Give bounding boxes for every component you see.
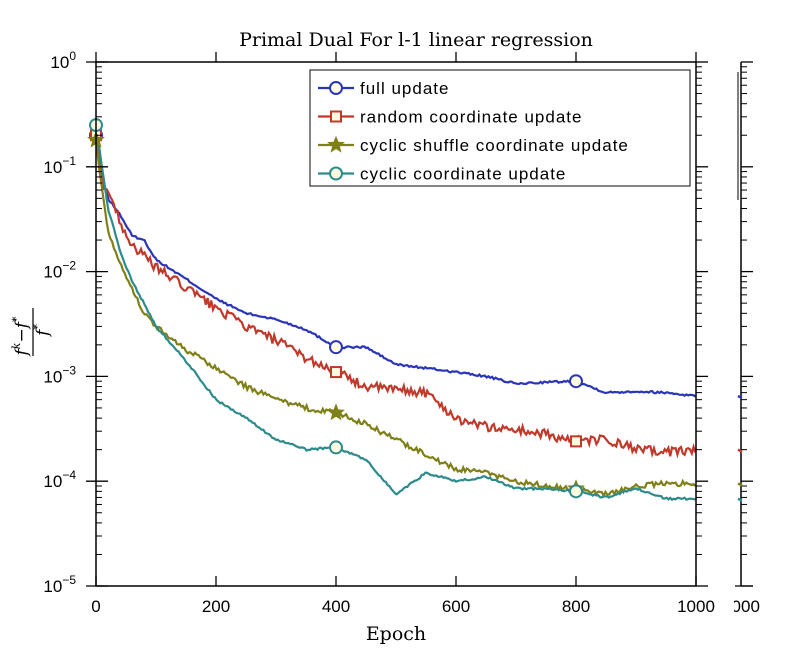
x-tick-label: 400	[322, 597, 350, 616]
panel2-series-fragment	[737, 448, 743, 453]
second-panel-fragment: 1000	[722, 61, 760, 616]
marker-circle	[329, 340, 343, 355]
panel2-series-fragment	[737, 497, 743, 502]
marker-circle	[329, 440, 343, 455]
legend-box	[309, 69, 691, 187]
x-tick-label: 0	[91, 597, 100, 616]
y-axis-label: fk−f* f*	[10, 308, 53, 358]
marker-circle	[329, 81, 343, 95]
marker-circle	[569, 374, 583, 389]
svg-text:f*: f*	[31, 324, 53, 338]
x-tick-label: 600	[442, 597, 470, 616]
panel2-series-fragment	[737, 482, 743, 487]
series-line-3	[96, 140, 696, 499]
series-lines	[87, 118, 696, 502]
x-axis-label: Epoch	[366, 623, 426, 645]
y-tick-label: 100	[50, 49, 76, 72]
marker-star	[327, 403, 345, 421]
legend: full update random coordinate update cycli…	[309, 69, 691, 187]
series-line-1	[96, 134, 696, 398]
y-label-f: f	[12, 347, 32, 358]
marker-square	[570, 435, 582, 448]
y-tick-label: 10−3	[43, 363, 76, 386]
svg-text:fk−f*: fk−f*	[10, 316, 32, 358]
marker-square	[330, 366, 342, 379]
x-tick-label: 800	[562, 597, 590, 616]
y-tick-label: 10−2	[43, 259, 76, 282]
chart-title: Primal Dual For l-1 linear regression	[239, 29, 593, 51]
x-tick-label: 1000	[677, 597, 715, 616]
panel2-series-fragment	[737, 394, 743, 400]
legend-label: full update	[360, 79, 449, 98]
y-tick-label: 10−4	[43, 468, 76, 491]
legend-label: cyclic shuffle coordinate update	[360, 136, 629, 155]
legend-label: cyclic coordinate update	[360, 165, 566, 184]
marker-star	[327, 135, 345, 153]
y-tick-label: 10−5	[43, 573, 76, 596]
legend-label: random coordinate update	[360, 108, 582, 127]
x-tick-label: 200	[202, 597, 230, 616]
plot-frame	[95, 61, 697, 587]
series-line-4	[96, 125, 696, 502]
marker-circle	[569, 484, 583, 499]
axes: 0 200 400 600 800 1000 100 10−1 10−2 10−3 10−4 10−5	[43, 49, 715, 616]
marker-circle	[329, 166, 343, 181]
series-line-2	[96, 134, 696, 459]
y-tick-label: 10−1	[43, 154, 76, 177]
panel2-tick-label: 1000	[722, 597, 760, 616]
marker-square	[330, 110, 342, 123]
